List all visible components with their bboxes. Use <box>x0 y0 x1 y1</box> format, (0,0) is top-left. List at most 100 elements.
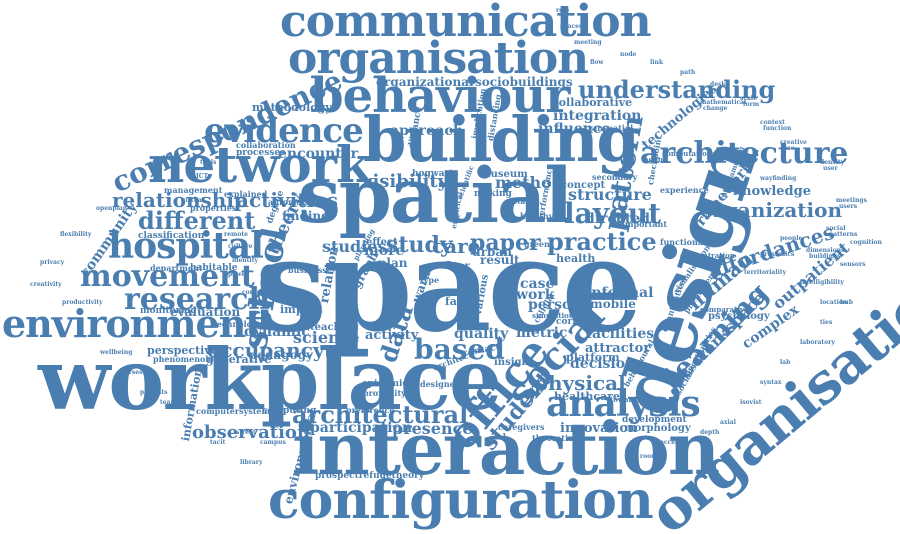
word: classification <box>138 231 205 241</box>
word: comparative <box>700 305 749 314</box>
word: movement <box>80 259 255 294</box>
word: towards <box>610 395 641 404</box>
word: behaviour <box>310 68 570 124</box>
word: business <box>288 265 327 275</box>
word: activities <box>236 188 339 212</box>
word: phenomenology <box>153 354 224 364</box>
word: meeting <box>574 39 602 46</box>
word: epidemic <box>362 379 408 389</box>
word: culture <box>228 243 253 250</box>
word: power <box>228 271 249 278</box>
word: preference <box>346 405 395 415</box>
word: isovist <box>740 399 762 406</box>
word: transpatial <box>584 123 634 133</box>
word: activity <box>365 328 419 343</box>
word: environment <box>2 301 263 346</box>
word: processes <box>236 148 286 158</box>
word: agent <box>644 155 667 164</box>
word: platform <box>566 351 620 364</box>
word: city <box>270 423 283 430</box>
word: green <box>524 239 550 249</box>
word: occupancy <box>207 338 325 362</box>
word: desk <box>710 81 726 88</box>
word: knowledge <box>733 184 811 199</box>
word: insight <box>494 357 534 368</box>
word: access <box>660 439 682 446</box>
word: research <box>124 282 271 317</box>
word: effect <box>366 237 398 248</box>
word: innovation <box>560 421 638 436</box>
word: context <box>760 119 785 126</box>
word: decision <box>570 356 636 372</box>
word: proximity <box>363 388 406 398</box>
word: layout <box>564 197 662 230</box>
word: form <box>743 101 760 108</box>
word: method <box>495 173 563 192</box>
word: observation <box>192 422 311 443</box>
word: wellbeing <box>100 349 133 356</box>
word: hogwarts <box>412 169 459 179</box>
word: scale <box>740 95 758 102</box>
word: theoretical <box>532 433 582 443</box>
word: physical <box>534 371 626 395</box>
word: quality <box>454 326 509 342</box>
word: patterns <box>829 231 858 238</box>
word: people <box>780 235 803 242</box>
word: change <box>703 105 728 112</box>
word: floor <box>444 261 470 272</box>
word: architecture <box>640 136 849 171</box>
word: face <box>445 295 471 308</box>
word: presence <box>392 419 473 438</box>
word: collaboration <box>236 140 296 150</box>
word: dynamic <box>244 324 310 340</box>
word: integration <box>553 108 642 124</box>
word: computational <box>662 149 719 158</box>
word: informal <box>586 285 654 301</box>
word: dimensions <box>806 247 845 254</box>
word: detailed <box>508 197 540 206</box>
word: case <box>520 276 555 292</box>
word: location <box>820 299 848 306</box>
word: teaching <box>310 322 359 333</box>
word: understanding <box>578 75 776 104</box>
word: tools <box>200 159 217 166</box>
word: important <box>622 219 668 229</box>
word: depth <box>700 429 720 436</box>
word: creativity <box>30 281 62 288</box>
word: technology <box>213 319 263 329</box>
word: territoriality <box>744 269 787 276</box>
word: flexibility <box>60 231 92 238</box>
word: healthcare <box>554 390 620 403</box>
word: facilities <box>586 326 655 342</box>
word: spaces <box>560 23 583 30</box>
word: spatial <box>298 151 573 240</box>
word: healthy <box>520 211 554 221</box>
word: use <box>783 145 795 152</box>
word: encounter <box>278 146 359 162</box>
word: study <box>386 232 453 258</box>
word: morphology <box>624 423 691 434</box>
word: syntax <box>760 379 782 386</box>
word: organisation <box>288 33 589 84</box>
word: user <box>823 165 838 172</box>
word: virtual <box>182 197 205 204</box>
word: finding <box>282 209 330 223</box>
word: relationship <box>112 188 248 212</box>
word: museum <box>480 169 528 180</box>
word: based <box>414 333 505 366</box>
word: role <box>556 7 570 14</box>
word: building <box>363 103 640 176</box>
word: approach <box>390 123 464 139</box>
word: sensors <box>840 261 866 268</box>
word: health <box>556 252 596 265</box>
word: teams <box>160 399 181 406</box>
word: campus <box>260 439 286 446</box>
word: organizational <box>376 75 474 89</box>
word: identity <box>232 257 258 264</box>
word: organization <box>700 198 842 222</box>
word: hospital <box>108 225 264 267</box>
word: ties <box>820 319 833 326</box>
word: pedagogy <box>249 348 313 362</box>
word: care <box>432 234 481 258</box>
